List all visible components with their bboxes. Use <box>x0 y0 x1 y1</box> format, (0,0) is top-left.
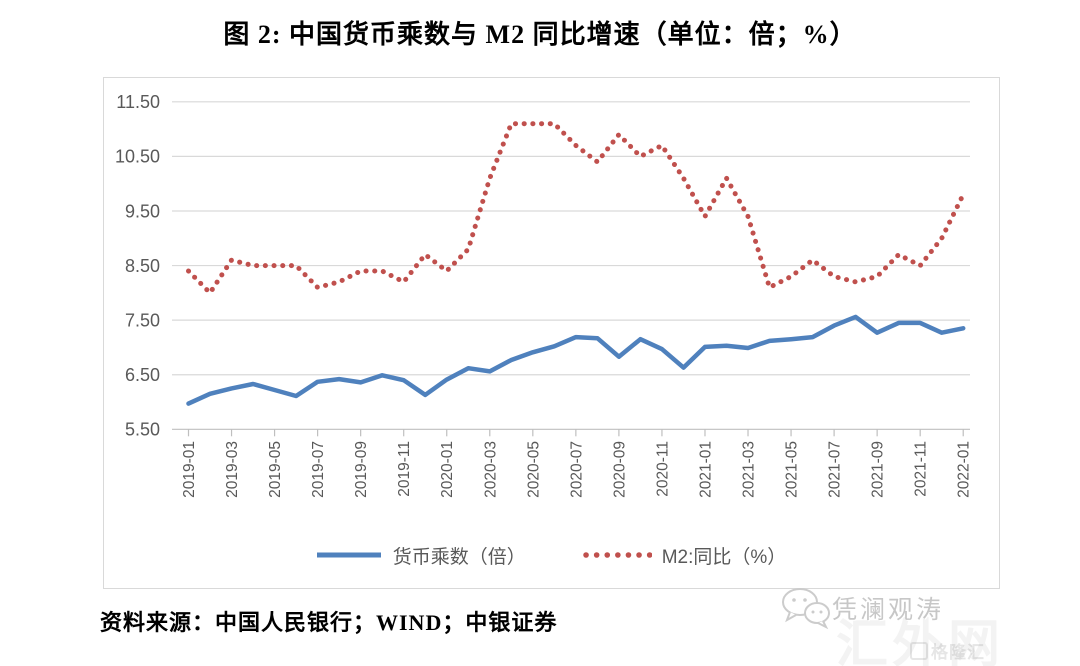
chart-title: 图 2: 中国货币乘数与 M2 同比增速（单位：倍；%） <box>223 20 857 49</box>
x-axis-ticks <box>187 429 964 437</box>
x-tick-label: 2020-03 <box>482 441 499 498</box>
y-tick-label: 8.50 <box>125 256 160 276</box>
x-tick-label: 2020-05 <box>525 441 542 498</box>
y-tick-label: 6.50 <box>125 365 160 385</box>
x-tick-label: 2022-01 <box>956 441 973 498</box>
x-tick-label: 2020-11 <box>654 441 671 497</box>
x-tick-label: 2021-01 <box>697 441 714 498</box>
x-tick-label: 2020-09 <box>611 441 628 498</box>
y-tick-labels: 5.50 6.50 7.50 8.50 9.50 10.50 11.50 <box>115 92 160 439</box>
series-multiplier-line <box>186 314 966 406</box>
x-tick-label: 2019-09 <box>353 441 370 498</box>
y-tick-label: 10.50 <box>115 147 160 167</box>
y-tick-label: 5.50 <box>125 420 160 440</box>
legend-label-m2: M2:同比（%） <box>661 546 787 568</box>
chart-legend: 货币乘数（倍） M2:同比（%） <box>103 540 998 570</box>
x-tick-label: 2021-03 <box>741 441 758 498</box>
x-tick-label: 2021-11 <box>913 441 930 497</box>
x-tick-label: 2020-01 <box>439 441 456 498</box>
y-tick-label: 7.50 <box>125 310 160 330</box>
series-m2-dotted-line <box>186 121 966 297</box>
x-tick-label: 2021-05 <box>784 441 801 498</box>
legend-solid-line-icon <box>316 552 381 558</box>
x-tick-label: 2019-03 <box>224 441 241 498</box>
legend-item-m2: M2:同比（%） <box>582 542 787 569</box>
x-tick-label: 2019-05 <box>267 441 284 498</box>
y-tick-label: 9.50 <box>125 201 160 221</box>
legend-dotted-line-icon <box>582 552 652 558</box>
x-tick-label: 2021-09 <box>870 441 887 498</box>
x-tick-label: 2019-07 <box>310 441 327 498</box>
x-tick-label: 2021-07 <box>827 441 844 498</box>
x-tick-label: 2019-01 <box>181 441 198 498</box>
legend-label-multiplier: 货币乘数（倍） <box>392 546 526 568</box>
x-tick-labels: 2019-01 2019-03 2019-05 2019-07 2019-09 2019-… <box>181 441 973 498</box>
chart-frame <box>103 77 1000 589</box>
gridlines <box>172 101 970 430</box>
x-tick-label: 2019-11 <box>396 441 413 497</box>
source-note: 资料来源：中国人民银行；WIND；中银证券 <box>100 610 558 635</box>
x-tick-label: 2020-07 <box>568 441 585 498</box>
legend-item-multiplier: 货币乘数（倍） <box>315 542 526 569</box>
y-tick-label: 11.50 <box>116 92 160 112</box>
